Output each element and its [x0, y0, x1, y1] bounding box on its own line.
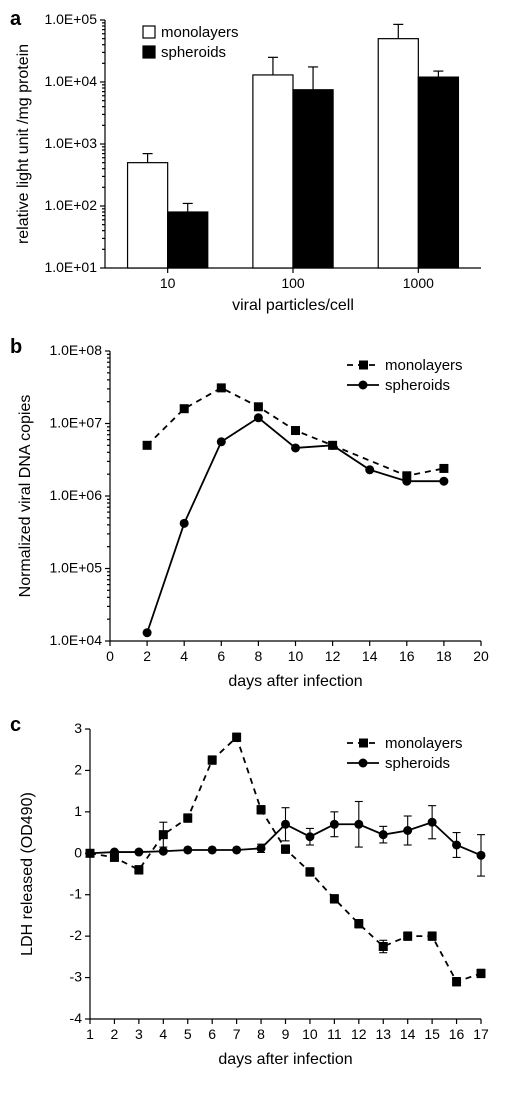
svg-text:spheroids: spheroids [385, 755, 450, 772]
svg-text:3: 3 [135, 1026, 143, 1042]
svg-text:18: 18 [436, 648, 452, 664]
chart-c-svg: -4-3-2-101231234567891011121314151617day… [10, 714, 496, 1074]
panel-c-label: c [10, 714, 21, 737]
svg-text:13: 13 [375, 1026, 391, 1042]
svg-text:15: 15 [424, 1026, 440, 1042]
svg-text:14: 14 [400, 1026, 416, 1042]
svg-text:14: 14 [362, 648, 378, 664]
panel-b-label: b [10, 336, 22, 359]
svg-text:days after infection: days after infection [218, 1051, 352, 1068]
chart-a-svg: 1.0E+01 1.0E+02 1.0E+03 1.0E+04 1.0E+05 10 100… [10, 8, 496, 318]
svg-text:spheroids: spheroids [385, 377, 450, 394]
svg-text:2: 2 [143, 648, 151, 664]
svg-text:1.0E+02: 1.0E+02 [44, 197, 97, 213]
svg-text:11: 11 [327, 1026, 342, 1042]
svg-text:1.0E+01: 1.0E+01 [44, 259, 97, 275]
svg-text:1.0E+06: 1.0E+06 [49, 487, 102, 503]
svg-text:8: 8 [255, 648, 263, 664]
svg-text:days after infection: days after infection [228, 673, 362, 690]
svg-text:-3: -3 [70, 969, 83, 985]
svg-text:Normalized viral DNA copies: Normalized viral DNA copies [17, 395, 34, 598]
svg-text:relative light unit /mg protei: relative light unit /mg protein [15, 44, 32, 244]
svg-text:1.0E+03: 1.0E+03 [44, 135, 97, 151]
svg-text:10: 10 [288, 648, 304, 664]
svg-text:8: 8 [257, 1026, 265, 1042]
panel-a: a 1.0E+011.0E+021.0E+031.0E+041.0E+05101… [10, 8, 496, 318]
svg-text:2: 2 [111, 1026, 119, 1042]
svg-text:4: 4 [159, 1026, 167, 1042]
svg-text:1.0E+08: 1.0E+08 [49, 342, 102, 358]
svg-text:6: 6 [208, 1026, 216, 1042]
svg-text:monolayers: monolayers [161, 24, 239, 41]
svg-text:spheroids: spheroids [161, 44, 226, 61]
svg-text:10: 10 [160, 275, 176, 291]
svg-text:viral particles/cell: viral particles/cell [232, 297, 354, 314]
svg-text:0: 0 [74, 844, 82, 860]
svg-text:1.0E+05: 1.0E+05 [44, 11, 97, 27]
svg-text:LDH released (OD490): LDH released (OD490) [19, 792, 36, 956]
svg-text:0: 0 [106, 648, 114, 664]
svg-text:-1: -1 [70, 886, 83, 902]
panel-c: c -4-3-2-101231234567891011121314151617d… [10, 714, 496, 1074]
svg-text:1: 1 [74, 803, 82, 819]
svg-text:1.0E+05: 1.0E+05 [49, 560, 102, 576]
svg-text:12: 12 [351, 1026, 367, 1042]
svg-text:6: 6 [217, 648, 225, 664]
svg-text:5: 5 [184, 1026, 192, 1042]
figure-container: a 1.0E+011.0E+021.0E+031.0E+041.0E+05101… [0, 0, 506, 1102]
svg-text:1000: 1000 [403, 275, 434, 291]
svg-text:2: 2 [74, 761, 82, 777]
svg-text:monolayers: monolayers [385, 357, 463, 374]
svg-text:16: 16 [399, 648, 415, 664]
svg-text:-4: -4 [70, 1010, 83, 1026]
svg-text:7: 7 [233, 1026, 241, 1042]
svg-text:-2: -2 [70, 927, 83, 943]
svg-text:1: 1 [86, 1026, 94, 1042]
svg-text:10: 10 [302, 1026, 318, 1042]
svg-text:12: 12 [325, 648, 341, 664]
svg-text:4: 4 [180, 648, 188, 664]
svg-text:17: 17 [473, 1026, 489, 1042]
svg-text:100: 100 [281, 275, 305, 291]
svg-text:1.0E+07: 1.0E+07 [49, 415, 102, 431]
svg-text:9: 9 [282, 1026, 290, 1042]
svg-text:3: 3 [74, 720, 82, 736]
svg-text:1.0E+04: 1.0E+04 [44, 73, 97, 89]
chart-b-svg: 1.0E+04 1.0E+05 1.0E+06 1.0E+07 1.0E+08 0 2 4 6 8… [10, 336, 496, 696]
svg-text:monolayers: monolayers [385, 735, 463, 752]
panel-b: b 1.0E+04 1.0E+05 1.0E+06 1.0E+07 1.0E+08 0 2 4… [10, 336, 496, 696]
svg-text:20: 20 [473, 648, 489, 664]
svg-text:1.0E+04: 1.0E+04 [49, 632, 102, 648]
panel-a-label: a [10, 8, 21, 31]
svg-text:16: 16 [449, 1026, 465, 1042]
